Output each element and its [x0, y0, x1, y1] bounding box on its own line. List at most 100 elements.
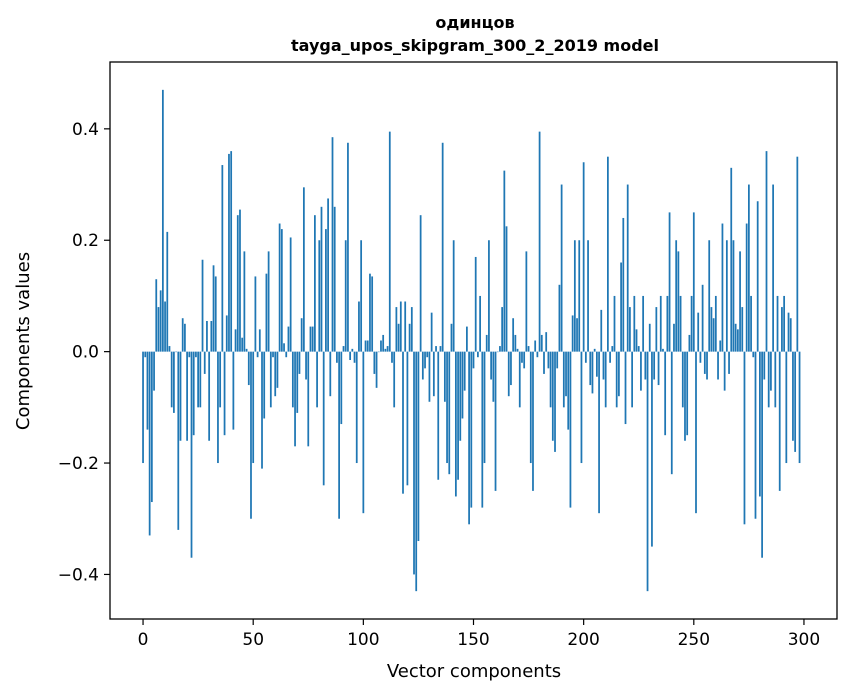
bar-101	[364, 340, 367, 352]
bar-216	[618, 351, 620, 397]
bar-157	[488, 240, 490, 352]
bar-209	[602, 351, 605, 380]
bar-20	[186, 351, 188, 441]
bar-289	[778, 351, 781, 491]
bar-128	[424, 351, 426, 369]
bar-110	[384, 348, 387, 352]
y-tick-label: 0.2	[72, 231, 99, 251]
bar-93	[347, 142, 349, 352]
bar-229	[646, 351, 649, 592]
bar-26	[199, 351, 202, 408]
bar-25	[197, 351, 199, 408]
bar-72	[300, 318, 303, 352]
bar-291	[783, 295, 786, 352]
bar-130	[428, 351, 431, 402]
bar-54	[261, 351, 263, 469]
bar-91	[342, 346, 345, 352]
bar-1	[144, 351, 147, 358]
bar-176	[529, 351, 532, 464]
bar-74	[305, 351, 307, 380]
bar-95	[351, 348, 354, 352]
bar-258	[710, 307, 713, 352]
bar-106	[375, 351, 378, 388]
bar-37	[223, 351, 226, 436]
bar-28	[203, 351, 206, 374]
bar-121	[408, 323, 411, 352]
bar-214	[613, 295, 616, 352]
bar-223	[633, 295, 636, 352]
bar-288	[776, 295, 779, 352]
bar-86	[331, 137, 334, 352]
bar-151	[474, 256, 477, 352]
bar-6	[155, 279, 158, 352]
bar-59	[272, 351, 274, 358]
bar-126	[419, 215, 422, 352]
bar-129	[426, 351, 429, 358]
bar-60	[274, 351, 277, 397]
bar-277	[752, 351, 755, 358]
bar-217	[620, 262, 622, 352]
bar-170	[516, 348, 519, 352]
bar-96	[353, 351, 356, 363]
bar-238	[666, 295, 669, 352]
bar-38	[225, 315, 228, 352]
bar-97	[355, 351, 358, 464]
bar-208	[600, 309, 603, 352]
bar-278	[754, 351, 757, 519]
bar-132	[432, 351, 435, 397]
bar-144	[459, 351, 462, 441]
bar-66	[287, 326, 290, 352]
bar-48	[247, 351, 250, 386]
bar-87	[333, 206, 336, 352]
bar-221	[629, 307, 631, 352]
bar-270	[736, 329, 739, 352]
bar-273	[743, 351, 746, 525]
bar-171	[518, 351, 521, 408]
bar-7	[157, 307, 160, 352]
bar-244	[679, 295, 682, 352]
bar-53	[258, 329, 261, 352]
bar-191	[562, 351, 565, 408]
bar-177	[532, 351, 534, 491]
bar-235	[659, 295, 662, 352]
bar-29	[206, 321, 208, 352]
bar-90	[340, 351, 343, 425]
bar-260	[714, 295, 717, 352]
x-tick-label: 100	[347, 630, 379, 650]
bar-280	[759, 351, 761, 497]
bar-285	[770, 351, 772, 391]
bar-253	[699, 351, 702, 363]
bar-292	[785, 351, 788, 464]
bar-81	[320, 206, 323, 352]
bar-0	[142, 351, 144, 464]
bar-175	[527, 346, 530, 352]
bar-67	[289, 237, 292, 352]
bar-202	[587, 240, 589, 352]
y-tick-label: 0.4	[72, 120, 99, 140]
bar-226	[640, 351, 642, 391]
bar-204	[591, 351, 594, 394]
bar-169	[514, 334, 517, 352]
bar-99	[360, 240, 363, 352]
y-ticks-group: −0.4 −0.2 0.0 0.2 0.4	[58, 120, 110, 585]
bar-262	[719, 340, 722, 352]
bar-159	[492, 351, 495, 402]
bar-243	[677, 251, 680, 352]
bar-125	[417, 351, 420, 542]
bar-107	[377, 351, 380, 353]
bar-189	[558, 284, 561, 352]
bar-219	[624, 351, 627, 425]
bar-267	[730, 167, 733, 352]
bar-242	[675, 240, 678, 352]
bar-213	[611, 346, 614, 352]
bar-185	[549, 351, 552, 408]
bar-120	[406, 351, 409, 486]
bar-137	[443, 351, 446, 402]
bar-192	[565, 351, 567, 397]
bar-287	[774, 351, 777, 408]
bar-168	[512, 318, 515, 352]
bar-103	[369, 273, 371, 352]
bar-2	[146, 351, 149, 430]
bar-138	[446, 351, 448, 464]
bar-225	[637, 346, 640, 352]
